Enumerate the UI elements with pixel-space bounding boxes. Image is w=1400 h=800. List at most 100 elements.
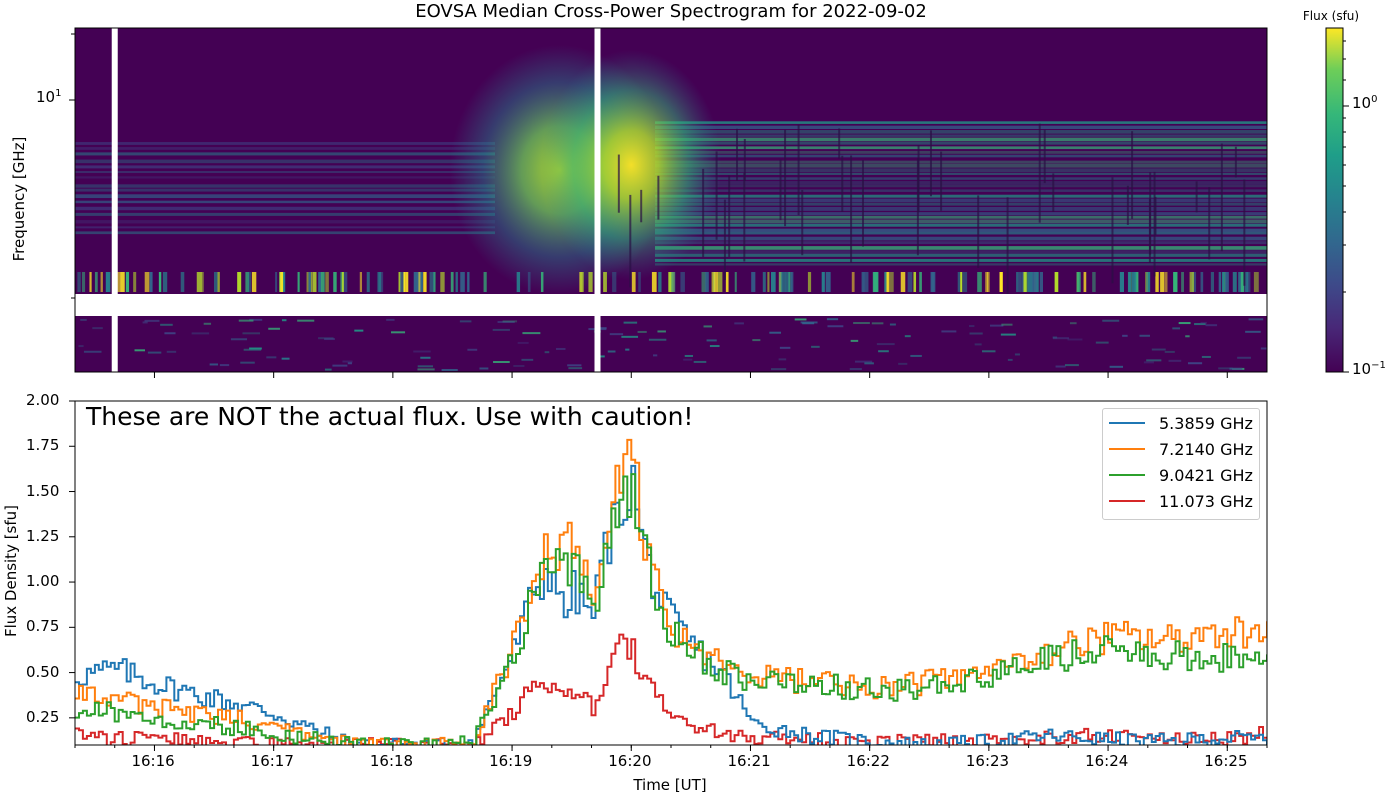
spectrogram-speckle [977, 272, 982, 292]
spectrogram-streak [1220, 143, 1223, 252]
spectrogram-speckle [105, 272, 109, 292]
spectrogram-speckle [354, 329, 364, 332]
legend-swatch-5-3859 [1109, 422, 1145, 424]
spectrogram-speckle [1052, 336, 1058, 339]
spectrogram-speckle [191, 332, 210, 335]
spectrogram-streak [723, 199, 726, 280]
spectrogram-speckle [854, 360, 873, 363]
flux-series-line [75, 464, 1267, 745]
spectrogram-band [655, 236, 1267, 241]
flux-y-tick-label: 1.50 [26, 481, 60, 500]
flux-series-line [75, 633, 1267, 745]
spectrogram-band [655, 250, 1267, 254]
legend-label-5-3859: 5.3859 GHz [1159, 413, 1253, 433]
flux-x-tick-label: 16:22 [846, 752, 890, 770]
legend-label-11-073: 11.073 GHz [1159, 491, 1253, 511]
spectrogram-band [75, 206, 495, 211]
spectrogram-speckle [492, 328, 510, 331]
spectrogram-speckle [596, 355, 605, 358]
colorbar-tick-label-low: 10−1 [1352, 360, 1386, 378]
spectrogram-speckle [1054, 272, 1059, 292]
spectrogram-speckle [440, 272, 445, 292]
legend-item: 11.073 GHz [1109, 489, 1253, 513]
spectrogram-speckle [1224, 272, 1229, 292]
spectrogram-speckle [483, 272, 487, 292]
flux-y-tick-label: 0.75 [26, 617, 60, 636]
spectrogram-speckle [94, 272, 98, 292]
spectrogram-speckle [794, 318, 807, 321]
spectrogram-speckle [1021, 272, 1025, 292]
spectrogram-speckle [734, 272, 737, 292]
spectrogram-speckle [1076, 272, 1081, 292]
spectrogram-speckle [1210, 272, 1215, 292]
spectrogram-speckle [1055, 365, 1066, 368]
spectrogram-speckle [413, 350, 431, 353]
spectrogram-band [75, 212, 495, 216]
spectrogram-speckle [308, 272, 311, 292]
legend-label-7-2140: 7.2140 GHz [1159, 439, 1253, 459]
spectrogram-speckle [767, 272, 770, 292]
spectrogram-speckle [825, 272, 831, 292]
spectrogram-speckle [625, 348, 630, 351]
legend-item: 7.2140 GHz [1109, 437, 1253, 461]
spectrogram-speckle [1035, 272, 1039, 292]
spectrogram-speckle [196, 272, 202, 292]
flux-y-tick-label: 1.75 [26, 436, 60, 455]
spectrogram-band [75, 226, 495, 229]
spectrogram-band [655, 231, 1267, 235]
spectrogram-speckle [200, 272, 204, 292]
spectrogram-speckle [567, 364, 582, 367]
spectrogram-speckle [423, 272, 427, 292]
spectrogram-speckle [1119, 272, 1125, 292]
spectrogram-band [655, 189, 1267, 192]
spectrogram-speckle [391, 331, 406, 334]
spectrogram-speckle [1052, 337, 1069, 340]
spectrogram-streak [841, 155, 844, 212]
spectrogram-speckle [904, 335, 911, 338]
spectrogram-speckle [778, 358, 787, 361]
spectrogram-panel [69, 27, 1268, 378]
flux-legend: 5.3859 GHz 7.2140 GHz 9.0421 GHz 11.073 … [1102, 408, 1260, 520]
spectrogram-speckle [1260, 347, 1267, 350]
spectrogram-speckle [1109, 365, 1124, 368]
spectrogram-speckle [166, 350, 177, 353]
spectrogram-band [75, 147, 495, 150]
flux-y-tick-label: 1.00 [26, 572, 60, 591]
spectrogram-speckle [621, 335, 639, 338]
spectrogram-speckle [651, 272, 657, 292]
spectrogram-speckle [341, 272, 344, 292]
spectrogram-speckle [460, 272, 465, 292]
spectrogram-speckle [450, 272, 454, 292]
spectrogram-band [655, 219, 1267, 224]
flux-x-tick-label: 16:24 [1085, 752, 1129, 770]
legend-item: 5.3859 GHz [1109, 411, 1253, 435]
spectrogram-speckle [266, 356, 277, 359]
spectrogram-streak [940, 151, 943, 211]
spectrogram-speckle [941, 330, 957, 333]
spectrogram-speckle [433, 272, 436, 292]
spectrogram-band [655, 253, 1267, 257]
flux-panel [69, 400, 1268, 751]
spectrogram-streak [977, 195, 980, 268]
flux-x-tick-label: 16:17 [250, 752, 294, 770]
spectrogram-frame [74, 27, 1268, 373]
spectrogram-speckle [969, 332, 983, 335]
flux-x-ticks [74, 745, 1268, 751]
spectrogram-streak [1195, 181, 1198, 213]
spectrogram-speckle [1023, 272, 1027, 292]
spectrogram-speckle [332, 364, 348, 367]
spectrogram-speckle [1168, 359, 1182, 362]
spectrogram-speckle [1246, 272, 1251, 292]
spectrogram-speckle [347, 362, 352, 365]
spectrogram-speckle [1232, 272, 1237, 292]
legend-swatch-9-0421 [1109, 474, 1145, 476]
spectrogram-speckle [78, 345, 84, 348]
spectrogram-speckle [898, 362, 908, 365]
spectrogram-speckle [160, 323, 173, 326]
spectrogram-streak [1043, 129, 1046, 184]
spectrogram-speckle [850, 339, 859, 342]
spectrogram-band [655, 154, 1267, 158]
spectrogram-gap-band [75, 294, 1267, 316]
spectrogram-speckle [725, 272, 729, 292]
spectrogram-speckle [1007, 358, 1013, 361]
